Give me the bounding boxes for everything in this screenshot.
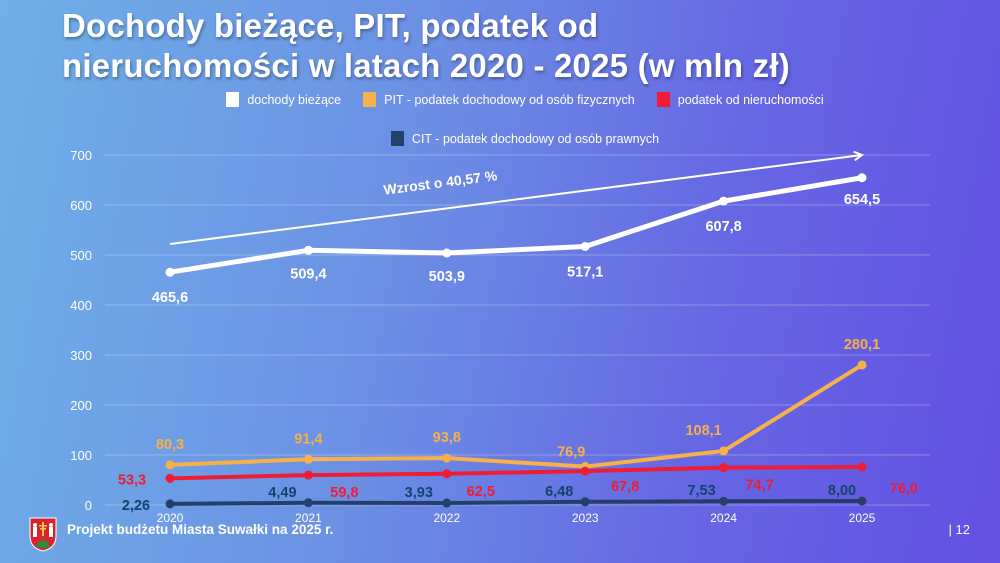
footer-text: Projekt budżetu Miasta Suwałki na 2025 r…: [67, 522, 333, 537]
legend-item-cit: CIT - podatek dochodowy od osób prawnych: [390, 131, 660, 146]
legend-swatch-cit: [390, 131, 404, 146]
title-line-2: nieruchomości w latach 2020 - 2025 (w ml…: [62, 47, 790, 84]
data-label: 53,3: [118, 472, 146, 488]
data-label: 59,8: [330, 485, 358, 501]
series-line-2: [169, 465, 863, 481]
data-point: [719, 196, 729, 206]
data-point: [442, 469, 452, 479]
y-tick-label: 500: [70, 248, 92, 263]
data-label: 517,1: [567, 264, 603, 280]
series-line-3: [169, 499, 863, 506]
title-line-1: Dochody bieżące, PIT, podatek od: [62, 7, 599, 44]
data-point: [303, 470, 313, 480]
x-tick-label: 2025: [849, 511, 876, 525]
data-label: 80,3: [156, 437, 184, 453]
legend-swatch-nieruchomosci: [656, 92, 670, 107]
footer-prefix: Projekt budżetu Miasta Suwałki na: [67, 522, 292, 537]
legend-label-dochody: dochody bieżące: [247, 92, 342, 107]
y-tick-label: 100: [70, 448, 92, 463]
page-title: Dochody bieżące, PIT, podatek od nieruch…: [62, 6, 962, 86]
data-label: 4,49: [268, 485, 296, 501]
footer-year: 2025 r.: [291, 522, 334, 537]
y-tick-label: 700: [70, 148, 92, 163]
data-label: 3,93: [405, 485, 433, 501]
data-label: 2,26: [122, 498, 150, 514]
data-label: 509,4: [290, 266, 326, 282]
data-point: [580, 241, 590, 251]
legend-item-dochody: dochody bieżące: [226, 92, 341, 107]
trend-arrow-head-icon: [853, 150, 865, 162]
data-label: 6,48: [545, 484, 573, 500]
data-point: [303, 245, 313, 255]
y-tick-label: 300: [70, 348, 92, 363]
legend-label-pit: PIT - podatek dochodowy od osób fizyczny…: [384, 92, 635, 107]
page-number: | 12: [948, 522, 970, 537]
data-label: 76,0: [890, 481, 918, 497]
data-point: [442, 248, 452, 258]
data-point: [165, 499, 175, 509]
trend-arrow-line: [169, 154, 863, 245]
data-point: [165, 473, 175, 483]
data-point: [857, 173, 867, 183]
chart-legend: dochody bieżące PIT - podatek dochodowy …: [150, 92, 900, 146]
legend-item-pit: PIT - podatek dochodowy od osób fizyczny…: [363, 92, 635, 107]
data-label: 93,8: [433, 430, 461, 446]
x-tick-label: 2024: [710, 511, 737, 525]
data-point: [719, 496, 729, 506]
series-line-0: [169, 175, 863, 275]
data-label: 67,8: [611, 479, 639, 495]
legend-label-nieruchomosci: podatek od nieruchomości: [677, 92, 824, 107]
data-point: [303, 498, 313, 508]
data-label: 607,8: [705, 219, 741, 235]
data-label: 8,00: [828, 483, 856, 499]
y-tick-label: 400: [70, 298, 92, 313]
data-label: 503,9: [429, 269, 465, 285]
data-point: [165, 460, 175, 470]
y-tick-label: 0: [85, 498, 92, 513]
data-point: [719, 463, 729, 473]
y-tick-label: 200: [70, 398, 92, 413]
x-tick-label: 2022: [433, 511, 460, 525]
data-point: [442, 453, 452, 463]
data-label: 76,9: [557, 445, 585, 461]
data-label: 465,6: [152, 290, 188, 306]
data-point: [580, 497, 590, 507]
data-label: 62,5: [467, 484, 495, 500]
legend-swatch-dochody: [226, 92, 240, 107]
x-tick-label: 2023: [572, 511, 599, 525]
data-label: 91,4: [294, 431, 322, 447]
legend-label-cit: CIT - podatek dochodowy od osób prawnych: [411, 131, 660, 146]
city-coat-of-arms-icon: [29, 517, 57, 552]
data-label: 654,5: [844, 192, 880, 208]
data-point: [303, 454, 313, 464]
data-label: 7,53: [687, 483, 715, 499]
series-line-1: [169, 363, 864, 469]
data-label: 74,7: [745, 478, 773, 494]
data-point: [857, 462, 867, 472]
x-tick-label: 2020: [157, 511, 184, 525]
data-point: [580, 466, 590, 476]
data-label: 280,1: [844, 337, 880, 353]
data-point: [857, 496, 867, 506]
x-tick-label: 2021: [295, 511, 322, 525]
data-point: [442, 498, 452, 508]
data-point: [857, 360, 867, 370]
data-point: [165, 267, 175, 277]
legend-item-nieruchomosci: podatek od nieruchomości: [656, 92, 824, 107]
trend-annotation-label: Wzrost o 40,57 %: [383, 167, 499, 198]
data-label: 108,1: [685, 423, 721, 439]
data-point: [719, 446, 729, 456]
legend-swatch-pit: [363, 92, 377, 107]
y-tick-label: 600: [70, 198, 92, 213]
